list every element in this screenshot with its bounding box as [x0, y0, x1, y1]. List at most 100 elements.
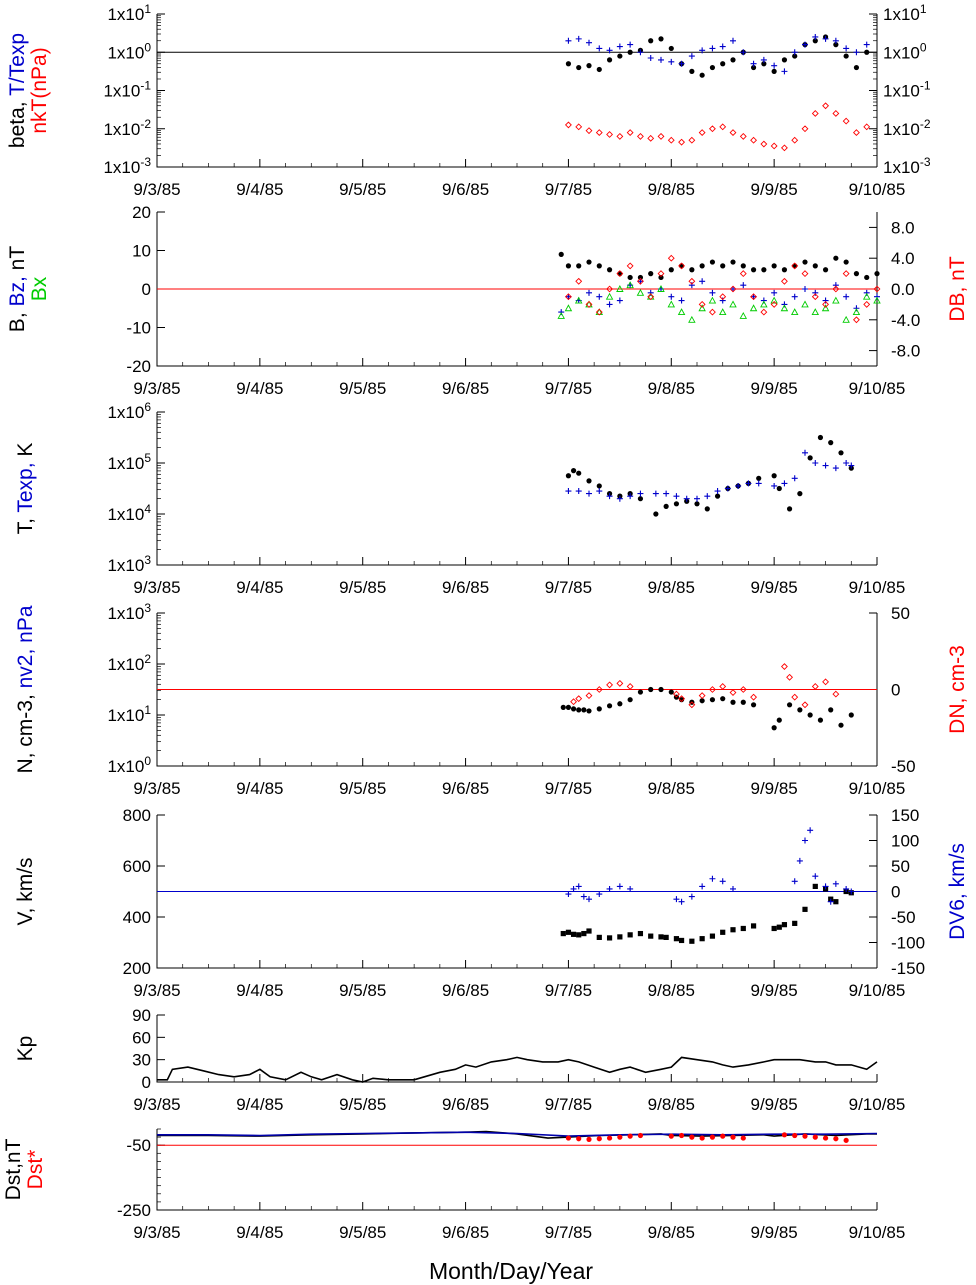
- y-tick-label: 400: [123, 908, 151, 927]
- data-point-b: [874, 271, 880, 277]
- data-point-db: [564, 293, 572, 301]
- data-point-beta: [730, 57, 736, 63]
- data-point-bx: [801, 300, 809, 308]
- x-tick-label: 9/3/85: [133, 1095, 180, 1114]
- data-point-bz: [637, 278, 644, 285]
- x-tick-label: 9/5/85: [339, 379, 386, 398]
- x-tick-label: 9/6/85: [442, 379, 489, 398]
- data-point-bx: [749, 304, 758, 312]
- data-point-db: [719, 293, 727, 301]
- data-point-beta: [699, 72, 705, 78]
- y-tick-label-right: -8.0: [891, 342, 920, 361]
- data-point-texp: [791, 475, 798, 482]
- data-point-n: [617, 701, 623, 707]
- y-tick-label: 90: [132, 1006, 151, 1025]
- y-tick-label-right: 0: [891, 883, 900, 902]
- y-axis-title: Kp: [14, 1036, 37, 1062]
- data-point-nkt-npa-: [770, 142, 778, 150]
- data-point-b: [627, 274, 633, 281]
- data-point-dv6: [627, 885, 634, 892]
- y-tick-label-right: 0: [891, 681, 900, 700]
- data-point-t-texp: [760, 56, 767, 63]
- data-point-nkt-npa-: [750, 136, 758, 144]
- y-axis-title: V, km/s: [14, 857, 37, 925]
- data-point-db: [626, 262, 634, 270]
- data-point-dst-: [720, 1133, 726, 1139]
- data-point-dst-: [586, 1136, 592, 1142]
- data-point-bx: [657, 285, 665, 292]
- panel-field: -20 -10 0 10 20 -8.0 -4.0 0.0 4.0 8.0 9/3/85 9/4/85…: [6, 203, 969, 398]
- data-point-db: [708, 308, 716, 316]
- y-tick-label-right: 50: [891, 857, 910, 876]
- x-tick-label: 9/5/85: [339, 1095, 386, 1114]
- data-point-dn: [832, 690, 840, 698]
- data-point-b: [648, 271, 654, 277]
- x-tick-label: 9/10/85: [849, 1095, 906, 1114]
- data-point-t: [637, 496, 644, 502]
- data-point-bx: [821, 304, 830, 312]
- data-point-bz: [688, 282, 695, 289]
- data-point-b: [843, 259, 849, 265]
- data-point-nkt-npa-: [678, 138, 686, 146]
- x-tick-label: 9/7/85: [545, 578, 592, 597]
- data-point-t-texp: [730, 37, 736, 44]
- x-tick-label: 9/4/85: [236, 1095, 283, 1114]
- data-point-dst-: [606, 1135, 613, 1141]
- data-point-dv6: [596, 891, 603, 898]
- data-point-b: [699, 263, 705, 269]
- data-point-dst-: [596, 1136, 602, 1142]
- y-tick-label: 10: [132, 242, 151, 261]
- data-point-n: [740, 699, 746, 705]
- data-point-beta: [689, 68, 695, 74]
- data-point-texp: [745, 480, 752, 487]
- x-tick-label: 9/8/85: [648, 1095, 695, 1114]
- data-point-b: [689, 267, 695, 273]
- data-point-dst-: [781, 1132, 788, 1138]
- x-tick-label: 9/4/85: [236, 1223, 283, 1242]
- y-tick-label-right: 0.0: [891, 280, 915, 299]
- data-point-b: [853, 271, 860, 277]
- data-point-texp: [755, 480, 762, 487]
- x-tick-label: 9/5/85: [339, 779, 386, 798]
- data-point-db: [760, 308, 768, 316]
- data-point-t: [817, 434, 824, 441]
- data-point-v: [709, 933, 716, 939]
- data-point-dv6: [586, 896, 592, 903]
- data-point-dv6: [570, 885, 577, 892]
- right-axis-title: DN, cm-3: [946, 645, 969, 734]
- data-point-dn: [672, 690, 680, 698]
- x-axis-title: Month/Day/Year: [429, 1258, 593, 1284]
- data-point-n: [750, 702, 757, 708]
- data-point-db: [832, 285, 840, 293]
- data-point-b: [658, 274, 664, 281]
- data-point-db: [780, 277, 788, 285]
- data-point-bz: [730, 286, 736, 292]
- data-point-bz: [719, 297, 726, 304]
- x-tick-label: 9/8/85: [648, 578, 695, 597]
- data-point-nkt-npa-: [657, 132, 665, 140]
- data-point-beta: [658, 36, 664, 42]
- data-point-nkt-npa-: [822, 102, 830, 110]
- data-point-dn: [606, 681, 614, 689]
- data-point-v: [581, 930, 587, 937]
- x-tick-label: 9/10/85: [849, 578, 906, 597]
- data-point-nkt-npa-: [636, 132, 644, 140]
- data-point-beta: [627, 49, 633, 55]
- data-point-dv6: [580, 893, 587, 900]
- data-point-beta: [781, 57, 788, 63]
- y-tick-label: 1x10-2: [103, 117, 151, 139]
- data-point-nkt-npa-: [719, 123, 727, 131]
- y-tick-label: -250: [117, 1201, 151, 1220]
- data-point-bz: [699, 278, 706, 285]
- data-point-beta: [606, 57, 613, 63]
- data-point-bx: [770, 296, 778, 304]
- data-point-db: [801, 270, 809, 278]
- data-point-nkt-npa-: [595, 129, 603, 137]
- x-tick-label: 9/7/85: [545, 379, 592, 398]
- y-axis-title: B, Bz, nTBx: [6, 246, 51, 333]
- data-point-b: [864, 274, 870, 281]
- data-point-v: [663, 934, 669, 940]
- x-tick-label: 9/7/85: [545, 779, 592, 798]
- data-point-t: [786, 506, 793, 512]
- data-point-db: [842, 270, 850, 278]
